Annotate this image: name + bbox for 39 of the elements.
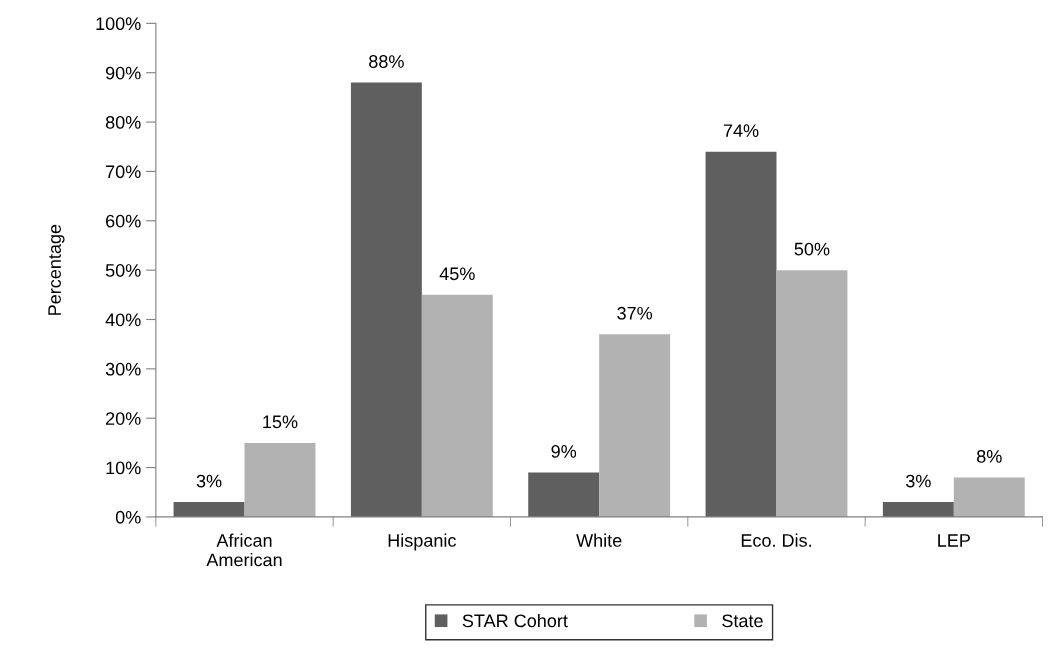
data-label: 9% (551, 445, 577, 458)
y-tick-label: 10% (106, 461, 141, 475)
data-label: 3% (196, 474, 222, 488)
bar (776, 270, 848, 517)
data-label: 88% (369, 55, 404, 68)
data-label: 15% (263, 415, 298, 429)
y-tick-label: 70% (106, 165, 141, 179)
y-tick-label: 20% (106, 412, 141, 425)
y-tick-label: 50% (105, 264, 141, 277)
legend-label: STAR Cohort (462, 613, 568, 628)
x-tick-label: Eco. Dis. (741, 533, 811, 547)
y-tick-label: 60% (106, 214, 141, 228)
data-label: 50% (794, 242, 830, 256)
x-tick-label: LEP (938, 534, 970, 547)
bar (882, 502, 954, 517)
bar (350, 82, 422, 517)
y-tick-label: 30% (105, 362, 141, 376)
bar (528, 472, 600, 517)
bar (599, 334, 671, 517)
bar (244, 442, 316, 517)
bar (421, 294, 493, 517)
y-tick-label: 40% (105, 313, 141, 327)
y-tick-label: 0% (115, 510, 141, 524)
data-label: 45% (439, 267, 475, 281)
data-label: 8% (977, 449, 1002, 463)
data-label: 37% (617, 306, 653, 320)
bar (953, 477, 1025, 517)
y-axis-title: Percentage (48, 224, 65, 315)
x-tick-label: White (576, 533, 622, 547)
y-tick-label: 100% (96, 17, 141, 31)
legend-label: State (722, 614, 763, 628)
x-tick-label: African American (206, 533, 282, 567)
y-tick-label: 90% (105, 66, 141, 80)
x-tick-label: Hispanic (388, 533, 456, 551)
bar (173, 502, 245, 517)
data-label: 3% (905, 474, 931, 488)
bar (705, 151, 777, 517)
data-label: 74% (723, 124, 759, 137)
y-tick-label: 80% (105, 116, 141, 129)
